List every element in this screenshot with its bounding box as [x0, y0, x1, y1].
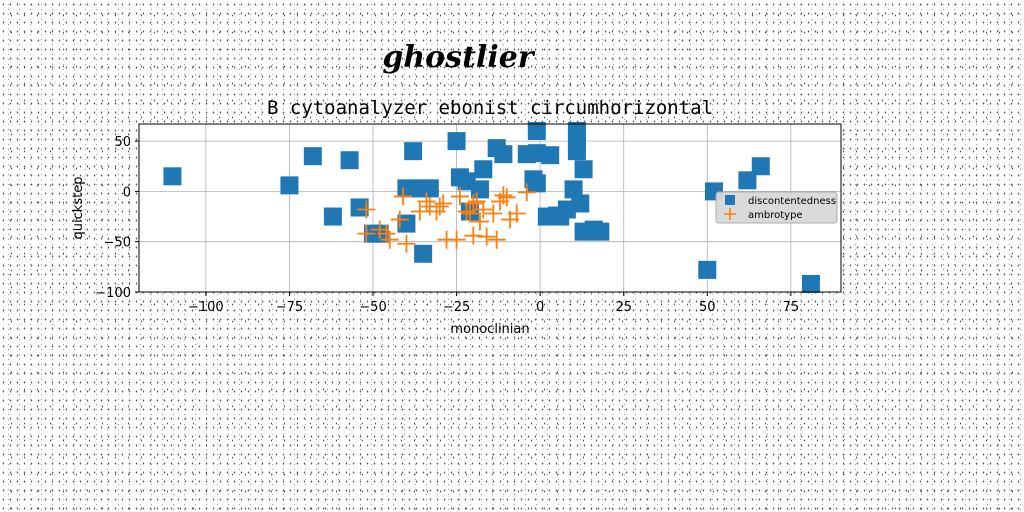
point-discontentedness — [474, 160, 492, 178]
x-tick-label: −100 — [188, 300, 224, 315]
point-discontentedness — [304, 147, 322, 165]
legend-label-discontentedness: discontentedness — [748, 196, 836, 207]
point-discontentedness — [414, 245, 432, 263]
point-discontentedness — [591, 223, 609, 241]
legend-label-ambrotype: ambrotype — [748, 210, 803, 221]
point-discontentedness — [802, 275, 820, 293]
point-discontentedness — [341, 151, 359, 169]
legend-marker-discontentedness — [725, 195, 735, 205]
legend: discontentedness ambrotype — [716, 192, 837, 223]
point-discontentedness — [324, 208, 342, 226]
point-discontentedness — [494, 145, 512, 163]
x-tick-label: 50 — [699, 300, 716, 315]
point-discontentedness — [575, 160, 593, 178]
y-axis-label: quickstep — [71, 177, 86, 240]
y-tick-label: −50 — [104, 236, 131, 251]
point-discontentedness — [163, 167, 181, 185]
y-tick-label: −100 — [95, 286, 131, 301]
point-discontentedness — [421, 179, 439, 197]
x-tick-label: 25 — [615, 300, 632, 315]
point-discontentedness — [568, 142, 586, 160]
x-tick-label: −50 — [359, 300, 386, 315]
point-discontentedness — [541, 146, 559, 164]
chart-title: B cytoanalyzer ebonist circumhorizontal — [267, 97, 713, 119]
point-discontentedness — [752, 157, 770, 175]
x-tick-label: −75 — [276, 300, 303, 315]
point-discontentedness — [571, 194, 589, 212]
y-tick-label: 50 — [114, 135, 131, 150]
point-discontentedness — [280, 176, 298, 194]
point-discontentedness — [448, 132, 466, 150]
x-axis-label: monoclinian — [450, 322, 529, 337]
chart-suptitle: ghostlier — [382, 40, 535, 75]
y-tick-label: 0 — [123, 185, 131, 200]
point-discontentedness — [404, 142, 422, 160]
point-discontentedness — [528, 174, 546, 192]
point-discontentedness — [698, 261, 716, 279]
point-discontentedness — [528, 122, 546, 140]
x-tick-label: −25 — [443, 300, 470, 315]
x-tick-label: 75 — [783, 300, 800, 315]
x-tick-label: 0 — [536, 300, 544, 315]
